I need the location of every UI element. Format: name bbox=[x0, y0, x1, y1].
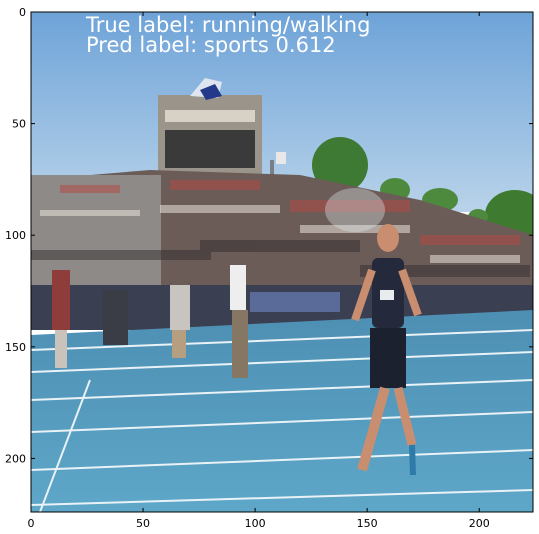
runner bbox=[351, 224, 422, 476]
y-tick-label: 0 bbox=[19, 6, 26, 19]
axis-ticks: 0 50 100 150 200 0 50 100 150 200 bbox=[5, 6, 533, 530]
lane-lines bbox=[31, 329, 533, 512]
y-tick-label: 150 bbox=[5, 341, 26, 354]
track bbox=[31, 310, 533, 512]
y-tick-label: 50 bbox=[12, 118, 26, 131]
mist bbox=[325, 188, 385, 232]
x-tick-label: 0 bbox=[28, 517, 35, 530]
x-tick-label: 200 bbox=[469, 517, 490, 530]
press-box bbox=[158, 78, 262, 175]
y-tick-label: 200 bbox=[5, 452, 26, 465]
bystanders bbox=[52, 265, 248, 378]
x-tick-label: 50 bbox=[136, 517, 150, 530]
photo bbox=[31, 12, 533, 512]
axes-frame bbox=[30, 11, 534, 513]
x-tick-label: 150 bbox=[357, 517, 378, 530]
pred-label-text: Pred label: sports 0.612 bbox=[86, 33, 336, 57]
true-label-text: True label: running/walking bbox=[85, 13, 370, 37]
x-tick-label: 100 bbox=[245, 517, 266, 530]
y-tick-label: 100 bbox=[5, 229, 26, 242]
